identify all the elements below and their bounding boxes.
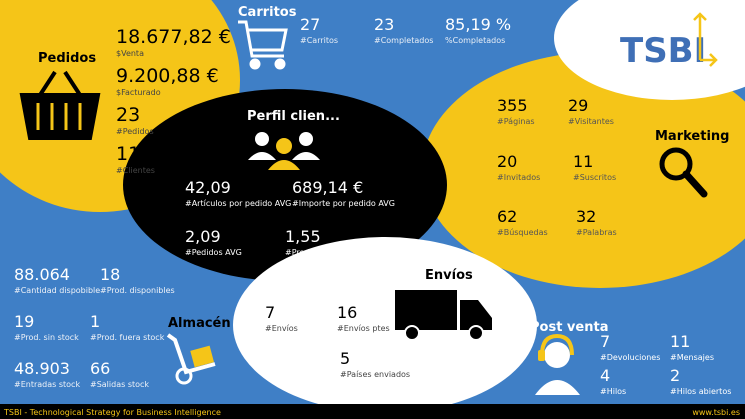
kpi-value: 7 [265, 303, 275, 322]
section-title: Post venta [530, 320, 608, 335]
kpi-value: 42,09 [185, 178, 231, 197]
kpi-label: #Devoluciones [600, 353, 660, 362]
kpi-label: $Facturado [116, 88, 161, 97]
basket-icon [19, 70, 101, 140]
kpi-label: #Cantidad dispobible [14, 286, 100, 295]
kpi-value: 11 [116, 143, 140, 165]
footer-link: www.tsbi.es [692, 408, 740, 417]
perfil-panel [123, 89, 447, 281]
kpi-value: 355 [497, 96, 528, 115]
kpi-label: #Carritos [300, 36, 338, 45]
kpi-value: 32 [576, 207, 596, 226]
kpi-value: 20 [497, 152, 517, 171]
kpi-label: #Salidas stock [90, 380, 149, 389]
footer-bar [0, 404, 745, 419]
kpi-label: #Entradas stock [14, 380, 80, 389]
kpi-label: #Completados [374, 36, 433, 45]
envios-panel [233, 237, 537, 413]
kpi-value: 18 [100, 265, 120, 284]
handtruck-icon [166, 333, 216, 385]
kpi-label: #Visitantes [568, 117, 614, 126]
kpi-label: %Completados [445, 36, 505, 45]
kpi-label: #Productos por pedido AVG [285, 248, 396, 257]
cart-icon [238, 20, 288, 70]
kpi-value: 1,55 [285, 227, 321, 246]
kpi-value: 4 [600, 366, 610, 385]
kpi-value: 27 [300, 15, 320, 34]
logo-arrows [693, 12, 718, 67]
kpi-value: 16 [337, 303, 357, 322]
kpi-label: #Prod. disponibles [100, 286, 175, 295]
kpi-label: #Suscritos [573, 173, 616, 182]
kpi-label: #Búsquedas [497, 228, 548, 237]
kpi-label: #Países enviados [340, 370, 410, 379]
headset-icon [535, 333, 580, 395]
footer-text: TSBI - Technological Strategy for Busine… [3, 408, 221, 417]
marketing-panel [422, 52, 745, 288]
kpi-value: 88.064 [14, 265, 70, 284]
kpi-label: #Pedidos [116, 127, 154, 136]
kpi-label: #Envíos ptes [337, 324, 390, 333]
kpi-value: 85,19 % [445, 15, 511, 34]
kpi-value: 11 [573, 152, 593, 171]
kpi-value: 11 [670, 332, 690, 351]
logo: TSBI [620, 12, 718, 71]
kpi-value: 18.677,82 € [116, 26, 231, 48]
kpi-label: #Invitados [497, 173, 540, 182]
kpi-value: 2,09 [185, 227, 221, 246]
kpi-value: 9.200,88 € [116, 65, 219, 87]
section-title: Marketing [655, 129, 729, 144]
kpi-value: 48.903 [14, 359, 70, 378]
kpi-label: #Palabras [576, 228, 617, 237]
magnifier-icon [659, 147, 708, 198]
people-icon [248, 132, 320, 170]
kpi-label: #Artículos por pedido AVG [185, 199, 291, 208]
kpi-value: 1 [90, 312, 100, 331]
section-title: Envíos [425, 268, 473, 283]
kpi-value: 7 [600, 332, 610, 351]
kpi-label: #Pedidos AVG [185, 248, 242, 257]
kpi-value: 62 [497, 207, 517, 226]
kpi-value: 23 [374, 15, 394, 34]
kpi-label: #Importe por pedido AVG [292, 199, 395, 208]
logo-text: TSBI [620, 31, 706, 71]
kpi-value: 29 [568, 96, 588, 115]
kpi-label: #Prod. fuera stock [90, 333, 165, 342]
section-title: Carritos [238, 5, 297, 20]
kpi-value: 19 [14, 312, 34, 331]
section-title: Pedidos [38, 51, 96, 66]
section-title: Perfil clien... [247, 109, 340, 124]
kpi-value: 689,14 € [292, 178, 363, 197]
kpi-label: $Venta [116, 49, 144, 58]
kpi-value: 23 [116, 104, 140, 126]
kpi-label: #Prod. sin stock [14, 333, 79, 342]
kpi-label: #Clientes [116, 166, 155, 175]
kpi-value: 5 [340, 349, 350, 368]
truck-icon [395, 290, 492, 341]
kpi-label: #Hilos [600, 387, 626, 396]
kpi-label: #Envíos [265, 324, 298, 333]
section-title: Almacén [168, 316, 231, 331]
kpi-label: #Páginas [497, 117, 535, 126]
kpi-value: 66 [90, 359, 110, 378]
kpi-label: #Mensajes [670, 353, 714, 362]
kpi-label: #Hilos abiertos [670, 387, 731, 396]
logo-panel [554, 0, 745, 100]
kpi-value: 2 [670, 366, 680, 385]
